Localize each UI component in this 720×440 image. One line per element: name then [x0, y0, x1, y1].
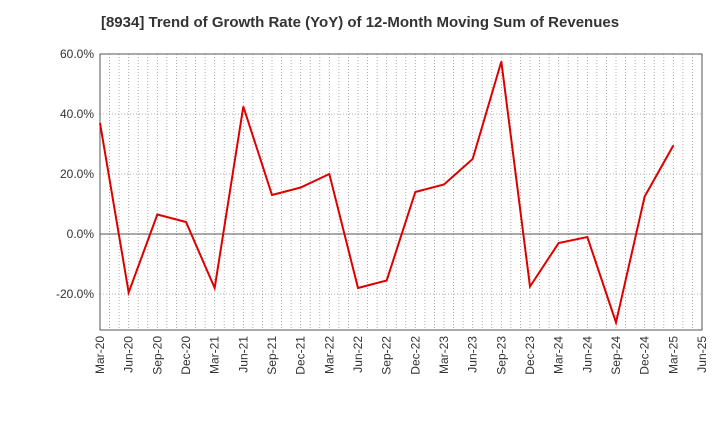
- x-tick-label: Jun-23: [466, 336, 480, 373]
- x-tick-label: Jun-25: [695, 336, 709, 373]
- x-tick-label: Jun-21: [236, 336, 250, 373]
- x-tick-label: Jun-24: [580, 336, 594, 373]
- y-tick-label: 20.0%: [60, 167, 94, 181]
- data-point: [615, 322, 617, 323]
- series-layer: [99, 61, 675, 327]
- plot-frame: [99, 53, 703, 331]
- data-point: [99, 122, 101, 124]
- data-point: [472, 158, 474, 160]
- data-point: [185, 221, 187, 223]
- x-tick-label: Dec-20: [179, 336, 193, 375]
- x-tick-label: Mar-23: [437, 336, 451, 374]
- data-point: [529, 286, 531, 287]
- x-tick-label: Dec-22: [408, 336, 422, 375]
- data-point: [414, 191, 416, 193]
- chart-title: [8934] Trend of Growth Rate (YoY) of 12-…: [100, 14, 620, 31]
- x-tick-label: Dec-23: [523, 336, 537, 375]
- data-point: [500, 61, 502, 62]
- y-tick-label: 60.0%: [60, 47, 94, 61]
- data-point: [443, 184, 445, 185]
- y-tick-label: 40.0%: [60, 107, 94, 121]
- x-tick-label: Sep-21: [265, 336, 279, 375]
- x-tick-label: Mar-25: [666, 336, 680, 374]
- x-tick-label: Sep-23: [494, 336, 508, 375]
- data-point: [242, 106, 244, 107]
- data-point: [558, 242, 560, 244]
- data-point: [214, 287, 216, 289]
- data-point: [328, 173, 330, 175]
- data-point: [386, 280, 388, 281]
- label-layer: 60.0% 40.0% 20.0% 0.0% -20.0% Mar-20 Jun-20 Sep…: [56, 47, 709, 375]
- data-point: [128, 292, 130, 293]
- y-tick-label: 0.0%: [67, 227, 95, 241]
- x-tick-label: Sep-22: [380, 336, 394, 375]
- x-tick-label: Mar-24: [552, 336, 566, 374]
- data-point: [156, 214, 158, 215]
- x-tick-label: Mar-22: [322, 336, 336, 374]
- data-point: [672, 145, 674, 146]
- grid-layer: [100, 53, 702, 330]
- x-tick-label: Jun-22: [351, 336, 365, 373]
- x-tick-label: Dec-24: [638, 336, 652, 375]
- x-tick-label: Sep-20: [150, 336, 164, 375]
- x-tick-label: Dec-21: [294, 336, 308, 375]
- y-tick-label: -20.0%: [56, 287, 94, 301]
- x-tick-label: Jun-20: [122, 336, 136, 373]
- data-point: [271, 194, 273, 196]
- x-tick-label: Sep-24: [609, 336, 623, 375]
- data-point: [300, 187, 302, 188]
- data-point: [586, 236, 588, 238]
- x-tick-label: Mar-21: [208, 336, 222, 374]
- x-tick-label: Mar-20: [93, 336, 107, 374]
- axis-layer: [99, 53, 703, 331]
- data-point: [644, 196, 646, 197]
- data-point: [357, 287, 359, 289]
